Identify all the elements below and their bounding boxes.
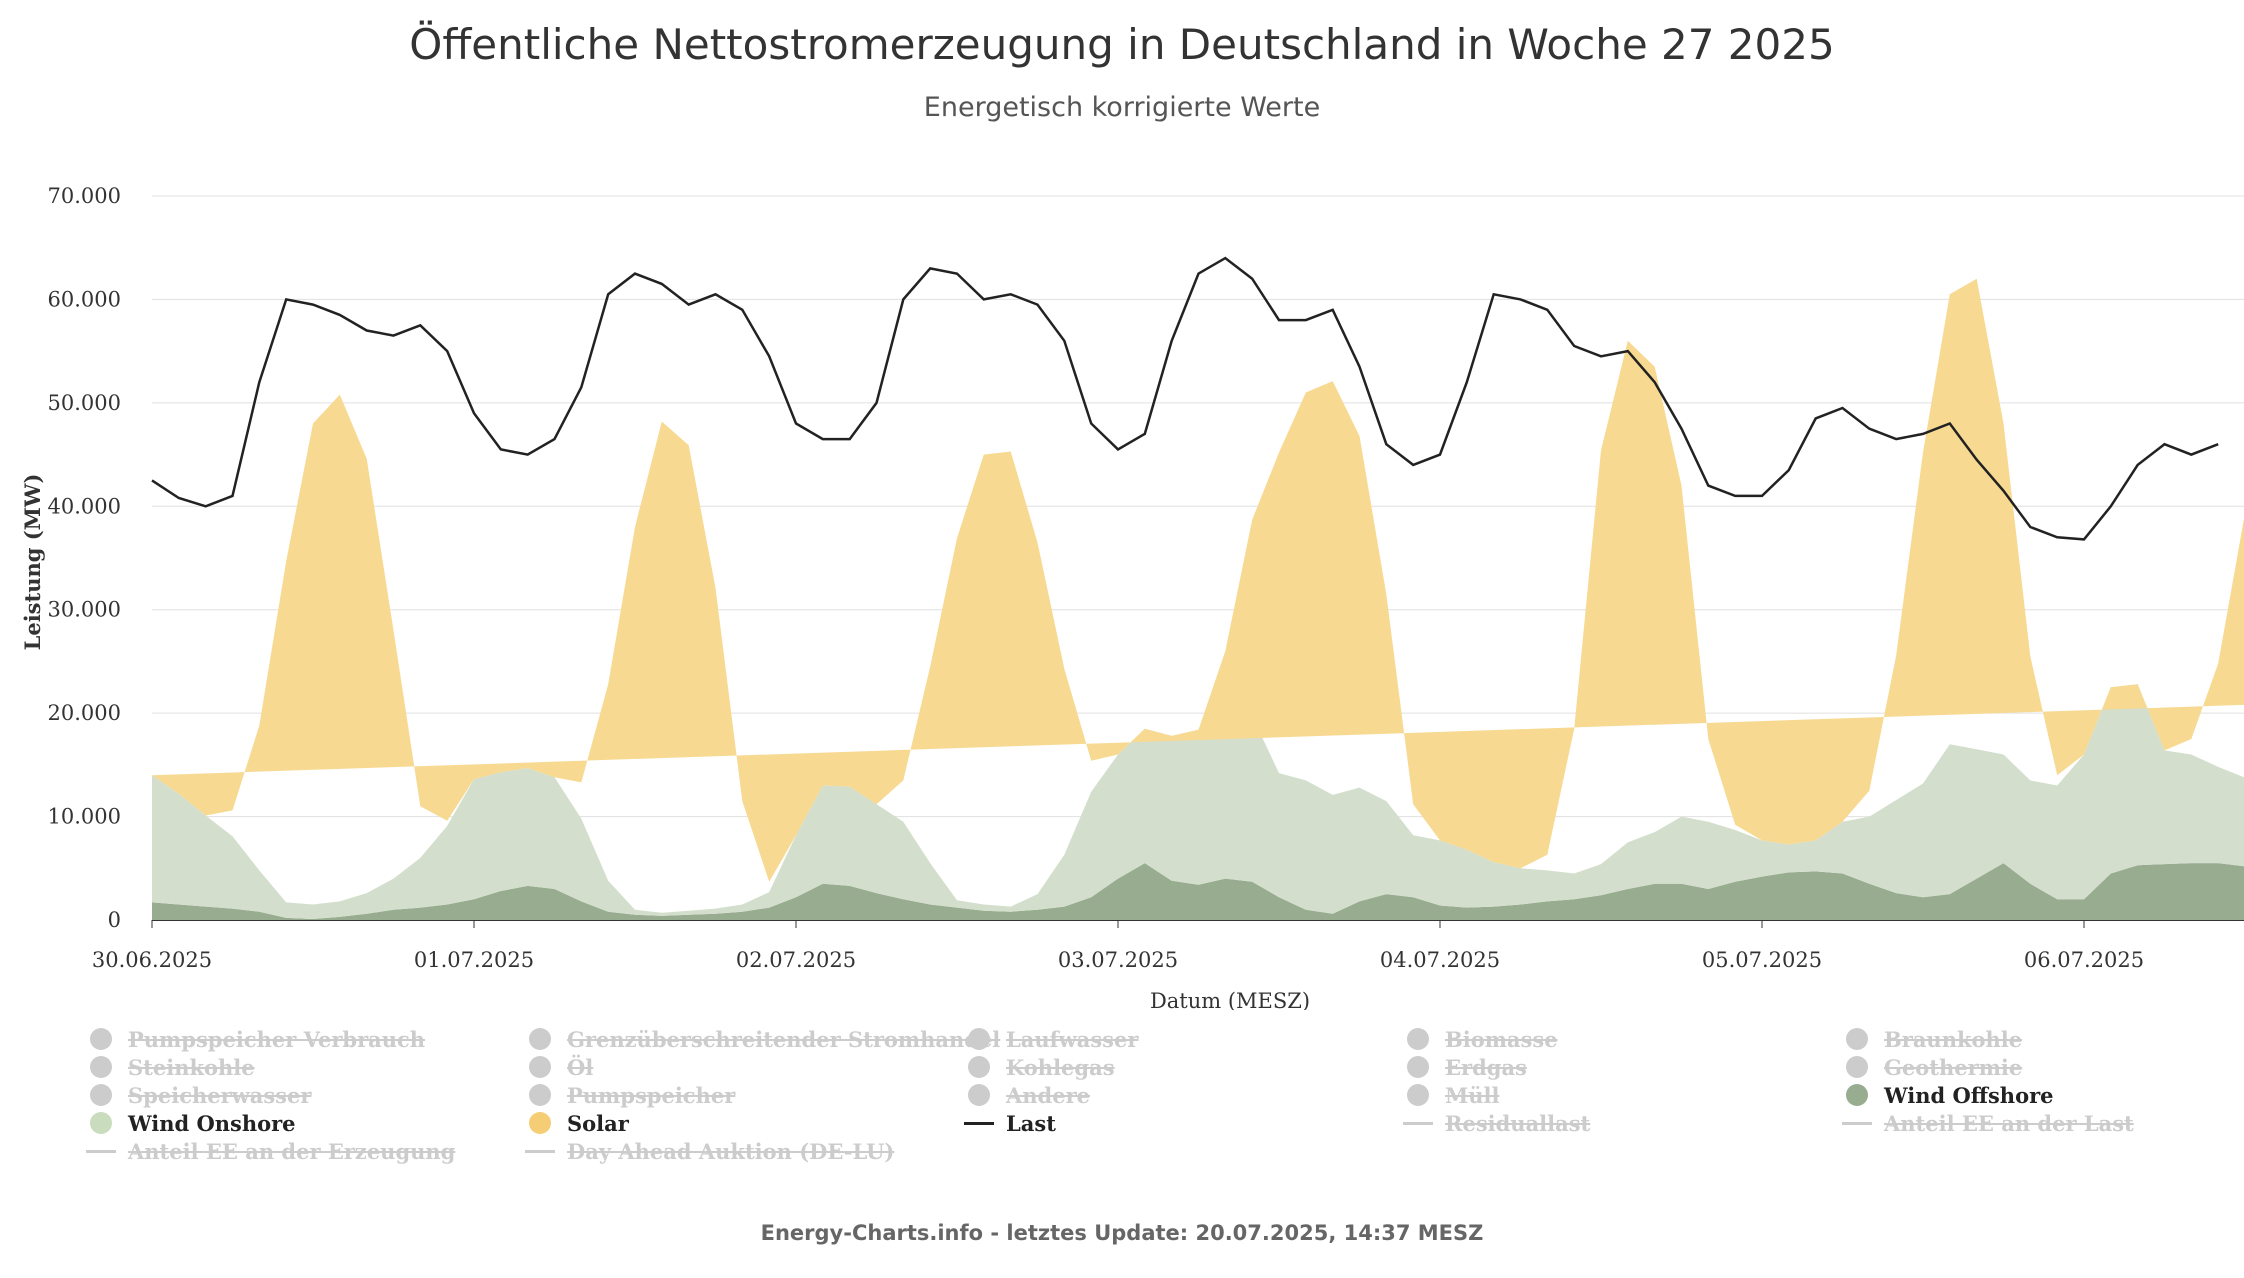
legend-label: Laufwasser <box>1006 1026 1139 1052</box>
x-axis-title: Datum (MESZ) <box>1150 989 1310 1010</box>
legend-item-last[interactable]: Last <box>964 1110 1056 1136</box>
chart-legend: Pumpspeicher Verbrauch Grenzüberschreiten… <box>0 1026 2244 1176</box>
legend-label: Erdgas <box>1445 1054 1527 1080</box>
legend-label: Pumpspeicher <box>567 1082 736 1108</box>
legend-item-öl[interactable]: Öl <box>525 1054 593 1080</box>
legend-line-icon <box>964 1112 994 1134</box>
legend-item-müll[interactable]: Müll <box>1403 1082 1499 1108</box>
x-tick-label: 01.07.2025 <box>414 948 534 972</box>
legend-dot-icon <box>86 1028 116 1050</box>
legend-item-wind-offshore[interactable]: Wind Offshore <box>1842 1082 2054 1108</box>
legend-dot-icon <box>1842 1056 1872 1078</box>
legend-dot-icon <box>1403 1056 1433 1078</box>
x-tick-label: 02.07.2025 <box>736 948 856 972</box>
legend-label: Anteil EE an der Last <box>1884 1110 2134 1136</box>
legend-label: Last <box>1006 1110 1056 1136</box>
y-tick-label: 0 <box>108 908 121 932</box>
footer-credit: Energy-Charts.info - letztes Update: 20.… <box>760 1221 1484 1245</box>
legend-item-geothermie[interactable]: Geothermie <box>1842 1054 2022 1080</box>
legend-dot-icon <box>964 1028 994 1050</box>
legend-item-andere[interactable]: Andere <box>964 1082 1090 1108</box>
y-tick-label: 70.000 <box>48 184 121 208</box>
legend-dot-icon <box>525 1112 555 1134</box>
legend-item-solar[interactable]: Solar <box>525 1110 629 1136</box>
legend-label: Wind Onshore <box>128 1110 296 1136</box>
y-tick-label: 20.000 <box>48 701 121 725</box>
legend-dot-icon <box>1842 1084 1872 1106</box>
legend-item-pumpspeicher[interactable]: Pumpspeicher <box>525 1082 735 1108</box>
area-wind-onshore <box>152 684 2244 919</box>
legend-dot-icon <box>525 1028 555 1050</box>
y-tick-label: 60.000 <box>48 287 121 311</box>
legend-label: Geothermie <box>1884 1054 2023 1080</box>
legend-label: Öl <box>567 1054 594 1080</box>
y-tick-label: 10.000 <box>48 805 121 829</box>
y-tick-label: 40.000 <box>48 494 121 518</box>
legend-dot-icon <box>964 1084 994 1106</box>
legend-line-icon <box>1842 1112 1872 1134</box>
x-tick-label: 04.07.2025 <box>1380 948 1500 972</box>
legend-label: Müll <box>1445 1082 1500 1108</box>
legend-line-icon <box>1403 1112 1433 1134</box>
legend-dot-icon <box>964 1056 994 1078</box>
line-last <box>151 256 2219 541</box>
y-tick-label: 50.000 <box>48 391 121 415</box>
legend-dot-icon <box>525 1084 555 1106</box>
legend-label: Wind Offshore <box>1884 1082 2054 1108</box>
legend-dot-icon <box>1842 1028 1872 1050</box>
legend-dot-icon <box>1403 1028 1433 1050</box>
legend-dot-icon <box>86 1056 116 1078</box>
series-areas <box>152 278 2244 920</box>
legend-label: Steinkohle <box>128 1054 255 1080</box>
y-tick-label: 30.000 <box>48 598 121 622</box>
x-tick-label: 05.07.2025 <box>1702 948 1822 972</box>
y-axis-ticks: 0 10.000 20.000 30.000 40.000 50.000 60.000 70.… <box>48 184 121 932</box>
legend-dot-icon <box>86 1112 116 1134</box>
legend-label: Grenzüberschreitender Stromhandel <box>567 1026 1001 1052</box>
legend-label: Biomasse <box>1445 1026 1558 1052</box>
legend-item-erdgas[interactable]: Erdgas <box>1403 1054 1527 1080</box>
x-tick-label: 30.06.2025 <box>92 948 212 972</box>
legend-item-kohlegas[interactable]: Kohlegas <box>964 1054 1115 1080</box>
legend-item-wind-onshore[interactable]: Wind Onshore <box>86 1110 296 1136</box>
legend-item-grenzüberschreitender-stromhandel[interactable]: Grenzüberschreitender Stromhandel <box>525 1026 1000 1052</box>
legend-item-biomasse[interactable]: Biomasse <box>1403 1026 1558 1052</box>
legend-item-steinkohle[interactable]: Steinkohle <box>86 1054 255 1080</box>
legend-label: Day Ahead Auktion (DE-LU) <box>567 1138 895 1164</box>
chart-subtitle: Energetisch korrigierte Werte <box>923 92 1321 123</box>
legend-item-speicherwasser[interactable]: Speicherwasser <box>86 1082 311 1108</box>
legend-line-icon <box>86 1140 116 1162</box>
legend-item-anteil-ee-an-der-erzeugung[interactable]: Anteil EE an der Erzeugung <box>86 1138 455 1164</box>
chart-plot: 0 10.000 20.000 30.000 40.000 50.000 60.000 70.… <box>20 184 2244 1010</box>
x-tick-label: 06.07.2025 <box>2024 948 2144 972</box>
legend-label: Solar <box>567 1110 629 1136</box>
legend-label: Speicherwasser <box>128 1082 312 1108</box>
legend-label: Residuallast <box>1445 1110 1591 1136</box>
legend-item-day-ahead-auktion-de-lu-[interactable]: Day Ahead Auktion (DE-LU) <box>525 1138 894 1164</box>
series-lines <box>151 256 2219 541</box>
y-axis-title: Leistung (MW) <box>20 474 45 651</box>
legend-label: Anteil EE an der Erzeugung <box>128 1138 456 1164</box>
legend-label: Pumpspeicher Verbrauch <box>128 1026 426 1052</box>
legend-label: Andere <box>1006 1082 1091 1108</box>
area-solar <box>152 278 2244 882</box>
legend-item-pumpspeicher-verbrauch[interactable]: Pumpspeicher Verbrauch <box>86 1026 425 1052</box>
x-tick-label: 03.07.2025 <box>1058 948 1178 972</box>
legend-line-icon <box>525 1140 555 1162</box>
legend-item-anteil-ee-an-der-last[interactable]: Anteil EE an der Last <box>1842 1110 2134 1136</box>
legend-item-laufwasser[interactable]: Laufwasser <box>964 1026 1138 1052</box>
legend-dot-icon <box>86 1084 116 1106</box>
legend-label: Braunkohle <box>1884 1026 2023 1052</box>
legend-item-braunkohle[interactable]: Braunkohle <box>1842 1026 2022 1052</box>
legend-label: Kohlegas <box>1006 1054 1115 1080</box>
area-wind-offshore <box>152 863 2244 920</box>
chart-title: Öffentliche Nettostromerzeugung in Deuts… <box>409 20 1835 69</box>
x-axis-ticks: 30.06.2025 01.07.2025 02.07.2025 03.07.2025… <box>92 920 2144 972</box>
legend-dot-icon <box>525 1056 555 1078</box>
legend-item-residuallast[interactable]: Residuallast <box>1403 1110 1590 1136</box>
legend-dot-icon <box>1403 1084 1433 1106</box>
